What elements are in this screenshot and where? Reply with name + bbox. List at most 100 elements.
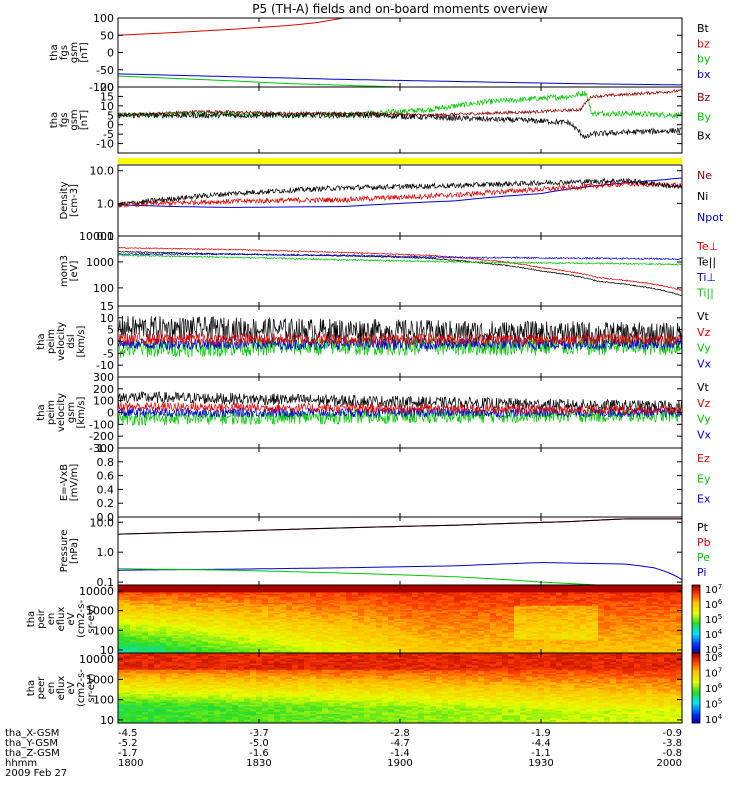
- heatmap-cell: [304, 651, 311, 653]
- heatmap-cell: [604, 614, 611, 617]
- heatmap-cell: [286, 647, 293, 650]
- heatmap-cell: [430, 630, 437, 633]
- heatmap-cell: [178, 636, 185, 639]
- heatmap-cell: [346, 629, 353, 632]
- heatmap-cell: [658, 629, 665, 632]
- heatmap-cell: [640, 620, 647, 623]
- heatmap-cell: [160, 616, 167, 619]
- heatmap-cell: [196, 621, 203, 625]
- heatmap-cell: [286, 642, 293, 645]
- heatmap-cell: [310, 590, 317, 593]
- heatmap-cell: [430, 595, 437, 598]
- heatmap-cell: [166, 636, 173, 639]
- heatmap-cell: [604, 626, 611, 629]
- heatmap-cell: [136, 653, 143, 656]
- heatmap-cell: [370, 611, 377, 614]
- heatmap-cell: [586, 605, 593, 608]
- heatmap-cell: [208, 617, 215, 620]
- heatmap-cell: [454, 593, 461, 596]
- heatmap-cell: [376, 620, 383, 623]
- heatmap-cell: [628, 648, 635, 651]
- heatmap-cell: [148, 645, 155, 648]
- heatmap-cell: [130, 657, 137, 660]
- heatmap-cell: [142, 695, 149, 698]
- heatmap-cell: [154, 589, 161, 592]
- heatmap-cell: [466, 645, 473, 648]
- heatmap-cell: [424, 599, 431, 602]
- heatmap-cell: [178, 620, 185, 623]
- heatmap-cell: [172, 626, 179, 629]
- heatmap-cell: [124, 721, 131, 723]
- heatmap-cell: [268, 626, 275, 629]
- heatmap-cell: [310, 586, 317, 589]
- heatmap-cell: [124, 620, 131, 623]
- heatmap-cell: [604, 599, 611, 602]
- heatmap-cell: [520, 648, 527, 651]
- heatmap-cell: [142, 629, 149, 632]
- heatmap-cell: [640, 651, 647, 653]
- heatmap-cell: [580, 586, 587, 589]
- heatmap-cell: [394, 592, 401, 595]
- heatmap-cell: [124, 599, 131, 602]
- heatmap-cell: [136, 657, 143, 660]
- heatmap-cell: [148, 663, 155, 666]
- heatmap-cell: [646, 642, 653, 645]
- heatmap-cell: [358, 621, 365, 625]
- heatmap-cell: [148, 684, 155, 688]
- heatmap-cell: [262, 585, 269, 588]
- heatmap-cell: [346, 632, 353, 635]
- heatmap-cell: [238, 601, 245, 604]
- heatmap-cell: [658, 602, 665, 605]
- heatmap-cell: [424, 585, 431, 588]
- heatmap-cell: [436, 616, 443, 619]
- heatmap-cell: [202, 647, 209, 650]
- heatmap-cell: [388, 629, 395, 632]
- heatmap-cell: [496, 621, 503, 625]
- legend-entry: Pt: [697, 521, 709, 534]
- heatmap-cell: [664, 639, 671, 642]
- heatmap-cell: [640, 602, 647, 605]
- heatmap-cell: [412, 617, 419, 620]
- heatmap-cell: [220, 610, 227, 613]
- heatmap-cell: [262, 613, 269, 616]
- heatmap-cell: [514, 638, 521, 641]
- heatmap-cell: [196, 624, 203, 627]
- heatmap-cell: [646, 601, 653, 604]
- heatmap-cell: [364, 587, 371, 591]
- heatmap-cell: [442, 611, 449, 614]
- heatmap-cell: [592, 621, 599, 625]
- heatmap-cell: [154, 592, 161, 595]
- heatmap-cell: [376, 636, 383, 639]
- heatmap-cell: [124, 675, 131, 678]
- heatmap-cell: [232, 647, 239, 650]
- heatmap-cell: [184, 636, 191, 639]
- heatmap-cell: [214, 614, 221, 617]
- heatmap-cell: [430, 632, 437, 635]
- heatmap-cell: [622, 614, 629, 617]
- colorbar-segment: [692, 624, 700, 627]
- heatmap-cell: [658, 608, 665, 611]
- heatmap-cell: [166, 589, 173, 592]
- heatmap-cell: [142, 651, 149, 653]
- heatmap-cell: [628, 589, 635, 592]
- heatmap-cell: [556, 585, 563, 588]
- heatmap-cell: [214, 624, 221, 627]
- heatmap-cell: [304, 587, 311, 591]
- heatmap-cell: [460, 651, 467, 653]
- heatmap-cell: [196, 613, 203, 616]
- heatmap-cell: [526, 636, 533, 639]
- heatmap-cell: [142, 587, 149, 591]
- heatmap-cell: [538, 599, 545, 602]
- heatmap-cell: [400, 590, 407, 593]
- heatmap-cell: [298, 589, 305, 592]
- heatmap-cell: [382, 589, 389, 592]
- heatmap-cell: [466, 608, 473, 611]
- heatmap-cell: [226, 651, 233, 653]
- heatmap-cell: [538, 641, 545, 644]
- heatmap-cell: [208, 586, 215, 589]
- heatmap-cell: [502, 650, 509, 653]
- heatmap-cell: [220, 639, 227, 642]
- heatmap-cell: [328, 636, 335, 639]
- heatmap-cell: [586, 585, 593, 588]
